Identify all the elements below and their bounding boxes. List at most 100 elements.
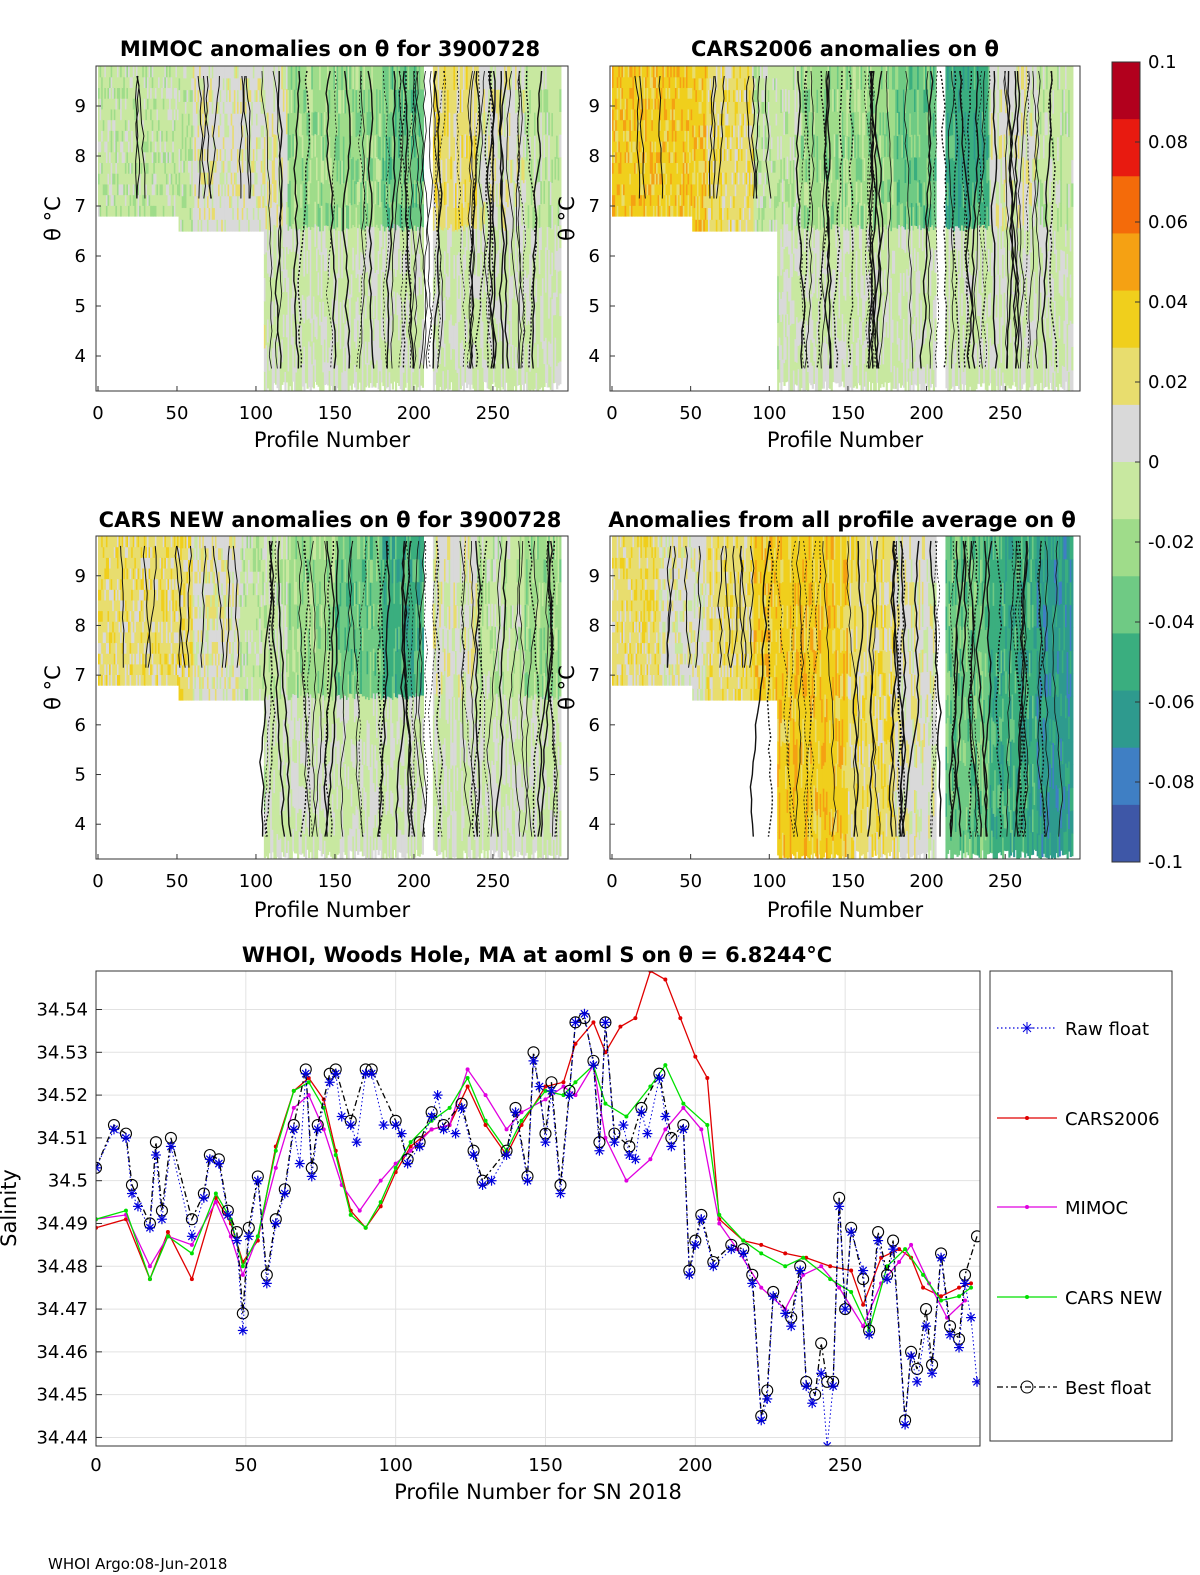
anomaly-cell (298, 274, 301, 299)
anomaly-cell (456, 136, 459, 161)
anomaly-cell (662, 194, 665, 206)
anomaly-cell (265, 89, 268, 114)
anomaly-cell (470, 247, 473, 272)
anomaly-cell (322, 348, 325, 373)
anomaly-cell (645, 130, 648, 142)
anomaly-cell (480, 371, 483, 391)
anomaly-cell (627, 119, 630, 131)
anomaly-cell (676, 130, 679, 142)
anomaly-cell (227, 160, 230, 173)
anomaly-cell (336, 295, 339, 320)
anomaly-cell (218, 207, 221, 220)
anomaly-cell (115, 194, 118, 206)
anomaly-cell (126, 108, 129, 121)
anomaly-cell (172, 162, 175, 174)
anomaly-cell (458, 228, 461, 253)
anomaly-cell (105, 205, 109, 217)
anomaly-cell (679, 87, 682, 99)
anomaly-cell (246, 113, 249, 126)
anomaly-cell (148, 205, 151, 217)
anomaly-cell (648, 162, 651, 174)
anomaly-cell (195, 136, 199, 150)
anomaly-cell (443, 296, 447, 321)
anomaly-cell (626, 76, 629, 89)
anomaly-cell (695, 136, 698, 150)
anomaly-cell (306, 204, 309, 228)
anomaly-cell (612, 130, 615, 142)
anomaly-cell (641, 130, 645, 142)
anomaly-cell (227, 207, 230, 220)
anomaly-cell (496, 323, 499, 348)
anomaly-cell (102, 130, 105, 142)
anomaly-cell (252, 124, 255, 138)
contour-line (419, 70, 433, 369)
anomaly-cell (131, 76, 134, 89)
anomaly-cell (284, 136, 287, 161)
anomaly-cell (357, 135, 360, 159)
anomaly-cell (663, 151, 667, 164)
anomaly-cell (388, 277, 391, 302)
anomaly-cell (271, 159, 274, 184)
anomaly-cell (546, 295, 549, 319)
anomaly-cell (515, 369, 518, 391)
anomaly-cell (524, 179, 527, 203)
anomaly-cell (319, 254, 322, 279)
anomaly-cell (167, 130, 170, 142)
anomaly-cell (284, 183, 287, 208)
anomaly-cell (369, 359, 372, 384)
anomaly-cell (634, 66, 637, 78)
anomaly-cell (671, 98, 674, 110)
anomaly-cell (254, 89, 257, 102)
anomaly-cell (507, 112, 510, 137)
anomaly-cell (516, 362, 519, 386)
anomaly-cell (527, 366, 530, 391)
anomaly-cell (314, 111, 317, 135)
anomaly-cell (477, 182, 480, 207)
anomaly-cell (634, 194, 637, 206)
anomaly-cell (175, 66, 178, 78)
anomaly-cell (202, 89, 205, 102)
anomaly-cell (626, 194, 629, 206)
anomaly-cell (102, 98, 105, 110)
anomaly-cell (632, 141, 635, 153)
anomaly-cell (513, 339, 516, 364)
anomaly-cell (634, 130, 637, 142)
anomaly-cell (376, 179, 379, 203)
anomaly-cell (285, 201, 289, 225)
anomaly-cell (243, 124, 246, 138)
anomaly-cell (109, 205, 112, 217)
anomaly-cell (447, 66, 450, 90)
anomaly-cell (689, 108, 692, 121)
anomaly-cell (619, 141, 623, 153)
anomaly-cell (674, 76, 678, 89)
anomaly-cell (399, 296, 402, 321)
anomaly-cell (154, 183, 158, 196)
anomaly-cell (546, 111, 549, 136)
anomaly-cell (624, 151, 627, 164)
anomaly-cell (676, 151, 679, 164)
anomaly-cell (252, 160, 255, 173)
anomaly-cell (551, 368, 554, 391)
anomaly-cell (270, 160, 273, 185)
anomaly-cell (339, 230, 342, 255)
anomaly-cell (267, 295, 270, 320)
anomaly-cell (312, 88, 316, 113)
anomaly-cell (216, 101, 219, 114)
contour-line (516, 70, 523, 369)
anomaly-cell (549, 89, 552, 113)
anomaly-cell (556, 273, 559, 298)
anomaly-cell (172, 66, 175, 78)
anomaly-cell (439, 88, 442, 113)
anomaly-cell (701, 183, 704, 197)
anomaly-cell (556, 89, 559, 113)
anomaly-cell (668, 151, 671, 164)
anomaly-cell (314, 88, 317, 112)
anomaly-cell (330, 157, 333, 181)
anomaly-cell (393, 246, 396, 270)
anomaly-cell (142, 194, 145, 206)
anomaly-cell (485, 133, 488, 157)
anomaly-cell (139, 108, 142, 121)
anomaly-cell (98, 98, 101, 110)
anomaly-cell (635, 130, 638, 142)
anomaly-cell (681, 87, 684, 99)
